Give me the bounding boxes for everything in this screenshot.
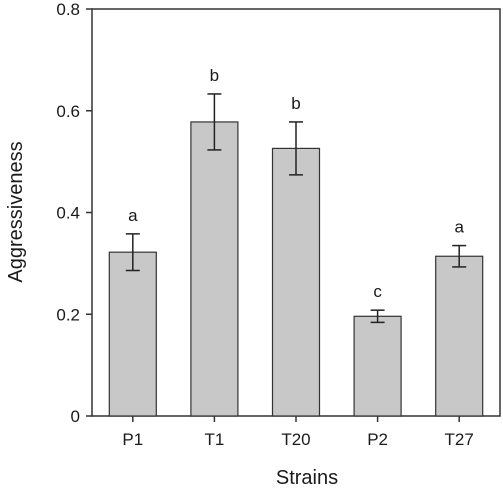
y-tick-label: 0.8 bbox=[56, 0, 80, 19]
x-tick-label: T27 bbox=[445, 430, 474, 449]
significance-label: b bbox=[291, 94, 300, 113]
bar bbox=[108, 251, 157, 417]
y-tick-label: 0.2 bbox=[56, 305, 80, 324]
significance-label: a bbox=[454, 218, 464, 237]
bar bbox=[353, 315, 402, 417]
significance-label: c bbox=[373, 282, 382, 301]
y-tick-label: 0 bbox=[71, 407, 80, 426]
bar bbox=[271, 147, 321, 417]
y-tick-label: 0.4 bbox=[56, 204, 80, 223]
bar bbox=[435, 255, 484, 417]
significance-label: b bbox=[210, 66, 219, 85]
x-tick-label: T20 bbox=[281, 430, 310, 449]
x-tick-label: P1 bbox=[122, 430, 143, 449]
x-tick-label: T1 bbox=[204, 430, 224, 449]
x-tick-label: P2 bbox=[367, 430, 388, 449]
y-tick-label: 0.6 bbox=[56, 102, 80, 121]
bar bbox=[190, 121, 239, 417]
y-axis-label: Aggressiveness bbox=[5, 141, 27, 282]
significance-label: a bbox=[128, 206, 138, 225]
x-axis-label: Strains bbox=[276, 467, 338, 489]
plot-area: 0 0.2 0.4 0.6 0.8 a P1 b T1 b T20 c P2 a T27 bbox=[56, 0, 501, 449]
